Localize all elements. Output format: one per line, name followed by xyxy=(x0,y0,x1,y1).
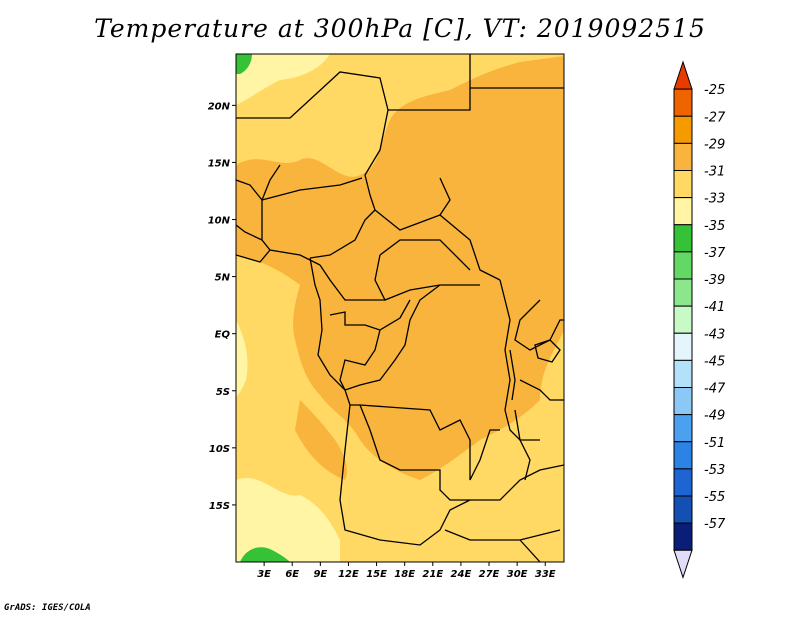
field-region-minus37-sw xyxy=(240,547,290,562)
field-region-minus31-south xyxy=(295,400,347,480)
x-tick-label: 27E xyxy=(479,569,500,580)
chart-title: Temperature at 300hPa [C], VT: 201909251… xyxy=(94,14,706,43)
y-tick-label: 15N xyxy=(208,158,231,169)
colorbar-swatch xyxy=(673,332,693,361)
x-tick-label: 9E xyxy=(313,569,327,580)
boundary-lake-victoria xyxy=(534,339,561,363)
colorbar-legend: -25 -27 -29 -31 -33 -35 -37 -39 -41 -43 -45 -47 -49 -… xyxy=(673,60,726,579)
x-axis: 3E 6E 9E 12E 15E 18E 21E 24E 27E 30E 33E xyxy=(257,562,556,580)
colorbar-label: -37 xyxy=(704,246,726,261)
x-tick-label: 24E xyxy=(451,569,472,580)
field-region-minus35-north xyxy=(236,54,330,105)
temperature-field xyxy=(236,54,564,562)
boundary-car xyxy=(374,209,480,301)
x-tick-label: 15E xyxy=(366,569,387,580)
colorbar-swatch xyxy=(673,142,693,171)
field-region-minus35-west xyxy=(236,320,248,398)
colorbar-label: -45 xyxy=(704,354,725,369)
boundary-lakes xyxy=(509,349,531,481)
boundary-angola xyxy=(339,404,471,546)
colorbar-label: -47 xyxy=(704,382,726,397)
boundary-great-lakes xyxy=(499,279,540,441)
y-axis: 20N 15N 10N 5N EQ 5S 10S 15S xyxy=(208,101,236,512)
colorbar-label: -29 xyxy=(704,137,725,152)
boundary-zambia xyxy=(470,464,564,501)
colorbar-label: -41 xyxy=(704,300,725,315)
colorbar-swatch xyxy=(673,495,693,524)
colorbar-swatch xyxy=(673,251,693,280)
boundary-sahara-2 xyxy=(388,88,471,111)
field-region-minus35-south xyxy=(236,477,340,562)
colorbar-label: -25 xyxy=(704,83,725,98)
colorbar-label: -31 xyxy=(704,165,725,180)
colorbar-swatch xyxy=(673,359,693,388)
boundary-coast xyxy=(309,257,346,391)
colorbar-label: -27 xyxy=(704,110,726,125)
y-tick-label: 5S xyxy=(216,387,230,398)
y-tick-label: 10N xyxy=(208,216,231,227)
x-tick-label: 3E xyxy=(257,569,271,580)
colorbar-swatch xyxy=(673,468,693,497)
y-tick-label: 20N xyxy=(208,101,231,112)
y-tick-label: 5N xyxy=(215,273,231,284)
boundary-south xyxy=(444,529,561,562)
x-tick-label: 12E xyxy=(338,569,359,580)
grads-credit: GrADS: IGES/COLA xyxy=(4,603,91,613)
colorbar-swatch xyxy=(673,522,693,551)
colorbar-swatch xyxy=(673,88,693,117)
y-tick-label: EQ xyxy=(215,330,231,341)
colorbar-swatch xyxy=(673,387,693,416)
map-frame xyxy=(235,53,565,563)
colorbar-label: -53 xyxy=(704,463,725,478)
colorbar-label: -33 xyxy=(704,192,725,207)
field-region-minus37-nw xyxy=(236,54,252,74)
colorbar-swatch xyxy=(673,441,693,470)
x-tick-label: 21E xyxy=(422,569,443,580)
colorbar-label: -35 xyxy=(704,219,725,234)
colorbar-swatch xyxy=(673,414,693,443)
colorbar-swatch xyxy=(673,278,693,307)
colorbar-label: -55 xyxy=(704,490,725,505)
boundary-chad-sudan xyxy=(439,177,501,281)
colorbar-label: -49 xyxy=(704,409,725,424)
x-tick-label: 18E xyxy=(394,569,415,580)
boundary-east xyxy=(514,299,564,401)
colorbar-swatch xyxy=(673,115,693,144)
colorbar-label: -39 xyxy=(704,273,725,288)
x-tick-label: 30E xyxy=(507,569,528,580)
field-region-minus31-north xyxy=(236,56,564,480)
colorbar-label: -43 xyxy=(704,327,725,342)
colorbar-label: -57 xyxy=(704,517,726,532)
colorbar-top-arrow xyxy=(673,60,693,90)
colorbar-bottom-arrow xyxy=(673,549,693,579)
boundary-westafrica xyxy=(236,179,271,263)
colorbar-swatch xyxy=(673,224,693,253)
colorbar-label: -51 xyxy=(704,436,725,451)
boundary-gabon-congo xyxy=(329,299,411,391)
y-tick-label: 10S xyxy=(209,444,230,455)
boundary-drc xyxy=(344,284,500,481)
colorbar-swatch xyxy=(673,170,693,199)
colorbar-swatch xyxy=(673,197,693,226)
colorbar-swatch xyxy=(673,305,693,334)
y-tick-label: 15S xyxy=(209,501,230,512)
x-tick-label: 6E xyxy=(285,569,299,580)
country-boundaries xyxy=(236,54,564,562)
x-tick-label: 33E xyxy=(535,569,556,580)
boundary-nigeria xyxy=(261,177,363,201)
